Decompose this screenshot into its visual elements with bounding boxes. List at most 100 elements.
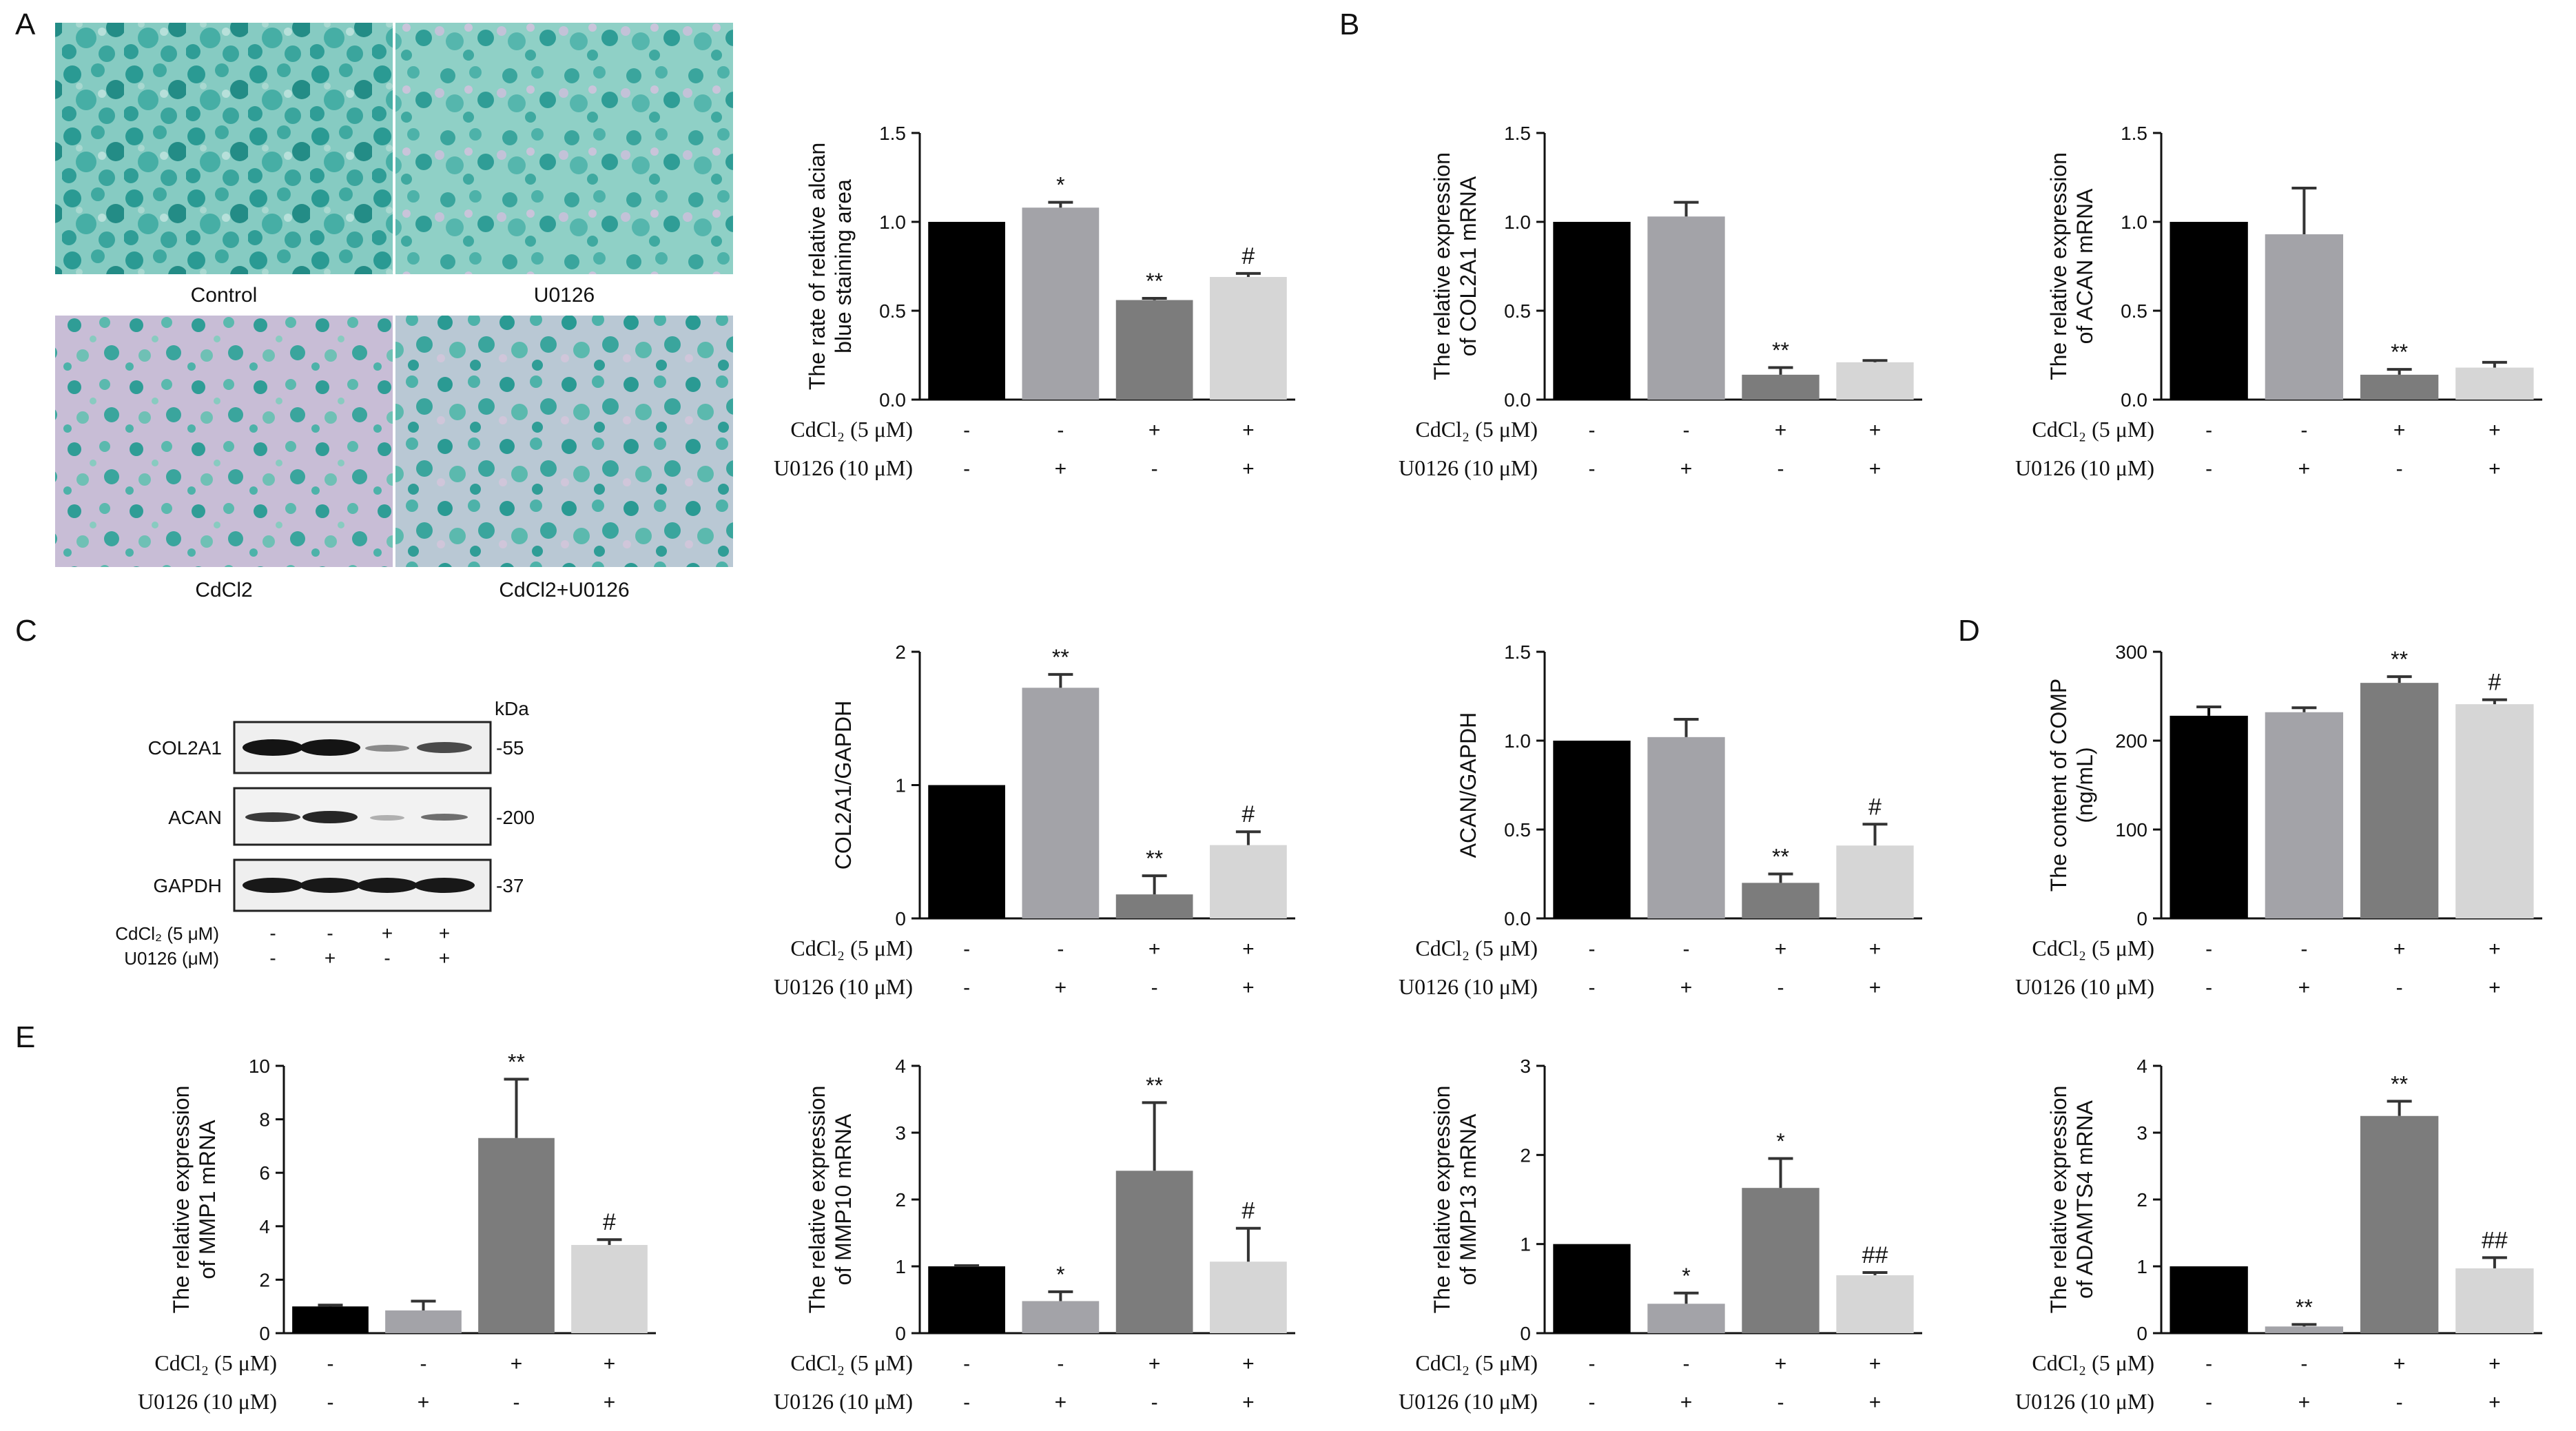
u0126-sign: - xyxy=(1151,1391,1158,1414)
blot-kda-gapdh: -37 xyxy=(496,875,524,896)
blot-kda-col2a1: -55 xyxy=(496,737,524,759)
chart-acan-mrna: 0.0 0.5 1.0 1.5 The relative expressionof AC… xyxy=(2015,123,2542,480)
cdcl2-row-label: CdCl₂ (5 μM) xyxy=(790,936,913,960)
y-tick-label: 4 xyxy=(259,1216,270,1237)
micrograph-label-cdcl2-u0126: CdCl2+U0126 xyxy=(499,579,629,601)
u0126-sign: - xyxy=(2205,457,2212,480)
y-tick-label: 2 xyxy=(1520,1144,1531,1166)
y-tick-label: 0 xyxy=(895,908,906,929)
bar xyxy=(2455,1268,2534,1333)
cdcl2-sign: + xyxy=(1148,938,1161,960)
y-axis-label-line: (ng/mL) xyxy=(2072,747,2097,823)
u0126-sign: - xyxy=(2205,976,2212,999)
bar xyxy=(1115,894,1193,918)
blot-band xyxy=(421,814,468,821)
y-axis-label-line: The relative expression xyxy=(805,1086,830,1314)
u0126-sign: + xyxy=(1242,976,1255,999)
significance-mark: ** xyxy=(1772,845,1789,869)
blot-u0126-sign: + xyxy=(439,947,450,969)
blot-u0126-sign: - xyxy=(384,947,390,969)
u0126-sign: - xyxy=(2205,1391,2212,1414)
u0126-row-label: U0126 (10 μM) xyxy=(1399,1389,1538,1414)
bar xyxy=(1836,1275,1914,1333)
y-axis-label-line: The relative expression xyxy=(2046,1086,2071,1314)
cdcl2-sign: + xyxy=(1242,938,1255,960)
u0126-sign: - xyxy=(1589,976,1596,999)
y-axis-label-line: of MMP10 mRNA xyxy=(831,1113,856,1286)
u0126-row-label: U0126 (10 μM) xyxy=(2015,1389,2154,1414)
blot-band xyxy=(245,812,300,822)
blot-u0126-sign: + xyxy=(324,947,336,969)
bar xyxy=(1553,741,1631,918)
chart-acan-gapdh: 0.0 0.5 1.0 1.5 ACAN/GAPDH - - - + ** + - # + + CdCl₂ (… xyxy=(1399,641,1922,999)
significance-mark: ** xyxy=(1772,338,1789,363)
significance-mark: * xyxy=(1682,1264,1690,1288)
y-tick-label: 1.0 xyxy=(879,212,906,233)
chart-mmp13-mrna: 0 1 2 3 The relative expressionof MMP13 mRNA… xyxy=(1399,1056,1922,1414)
u0126-sign: + xyxy=(2489,976,2501,999)
bar xyxy=(2360,374,2439,400)
bar xyxy=(2170,222,2248,400)
micrograph-label-cdcl2: CdCl2 xyxy=(195,579,252,601)
y-axis-label-line: The rate of relative alcian xyxy=(805,143,830,390)
y-tick-label: 0.0 xyxy=(1504,908,1531,929)
significance-mark: ** xyxy=(2391,647,2408,672)
chart-mmp10-mrna: 0 1 2 3 4 The relative expressionof MMP10 mRN… xyxy=(774,1056,1295,1414)
y-axis-label-line: The relative expression xyxy=(1430,1086,1454,1314)
cdcl2-row-label: CdCl₂ (5 μM) xyxy=(154,1350,277,1375)
y-tick-label: 1.0 xyxy=(1504,730,1531,752)
cdcl2-sign: - xyxy=(963,419,970,442)
bar xyxy=(1210,845,1287,918)
u0126-sign: + xyxy=(1055,457,1067,480)
u0126-sign: + xyxy=(1242,457,1255,480)
chart-col2a1-mrna: 0.0 0.5 1.0 1.5 The relative expressionof CO… xyxy=(1399,123,1922,480)
u0126-sign: - xyxy=(963,1391,970,1414)
y-tick-label: 0.5 xyxy=(1504,300,1531,322)
cdcl2-row-label: CdCl₂ (5 μM) xyxy=(2032,936,2154,960)
cdcl2-sign: - xyxy=(1683,1352,1690,1375)
y-tick-label: 0 xyxy=(259,1323,270,1344)
y-tick-label: 0 xyxy=(2136,908,2147,929)
u0126-sign: - xyxy=(2396,1391,2403,1414)
cdcl2-sign: - xyxy=(1683,419,1690,442)
chart-adamts4-mrna: 0 1 2 3 4 The relative expressionof ADAMTS4 m… xyxy=(2015,1056,2542,1414)
cdcl2-row-label: CdCl₂ (5 μM) xyxy=(1415,1350,1538,1375)
y-axis-label-line: The relative expression xyxy=(2046,152,2071,380)
blot-protein-acan: ACAN xyxy=(168,807,222,828)
y-axis-label: The relative expressionof ACAN mRNA xyxy=(2046,152,2097,380)
panel-label-b: B xyxy=(1339,8,1359,41)
u0126-sign: + xyxy=(2298,1391,2311,1414)
u0126-row-label: U0126 (10 μM) xyxy=(138,1389,277,1414)
significance-mark: # xyxy=(2488,670,2501,696)
y-tick-label: 2 xyxy=(895,641,906,663)
u0126-row-label: U0126 (10 μM) xyxy=(774,1389,913,1414)
cdcl2-sign: + xyxy=(1775,419,1787,442)
u0126-sign: + xyxy=(2489,457,2501,480)
blot-band xyxy=(417,742,472,753)
cdcl2-sign: - xyxy=(420,1352,427,1375)
u0126-row-label: U0126 (10 μM) xyxy=(1399,974,1538,999)
u0126-sign: - xyxy=(1151,457,1158,480)
blot-band xyxy=(370,815,404,821)
significance-mark: ** xyxy=(1146,1073,1163,1098)
cdcl2-sign: + xyxy=(2489,938,2501,960)
bar xyxy=(292,1306,369,1333)
chart-col2a1-gapdh: 0 1 2 COL2A1/GAPDH - - ** - + ** + - # + + CdCl₂ (5 μM)… xyxy=(774,641,1295,999)
cdcl2-sign: - xyxy=(2300,938,2307,960)
bar xyxy=(1647,1304,1725,1333)
blot-cdcl2-sign: + xyxy=(382,923,393,944)
cdcl2-sign: - xyxy=(963,938,970,960)
u0126-sign: + xyxy=(1869,976,1882,999)
u0126-row-label: U0126 (10 μM) xyxy=(774,455,913,480)
bar xyxy=(2265,1326,2344,1333)
cdcl2-sign: + xyxy=(1148,1352,1161,1375)
significance-mark: ** xyxy=(1146,846,1163,871)
y-axis-label: The relative expressionof COL2A1 mRNA xyxy=(1430,152,1481,380)
bar xyxy=(1742,1188,1820,1333)
y-axis-label: The content of COMP(ng/mL) xyxy=(2046,679,2097,892)
blot-band xyxy=(414,878,475,893)
cdcl2-row-label: CdCl₂ (5 μM) xyxy=(2032,1350,2154,1375)
u0126-row-label: U0126 (10 μM) xyxy=(774,974,913,999)
y-axis-label-line: The content of COMP xyxy=(2046,679,2071,892)
cdcl2-sign: + xyxy=(1148,419,1161,442)
